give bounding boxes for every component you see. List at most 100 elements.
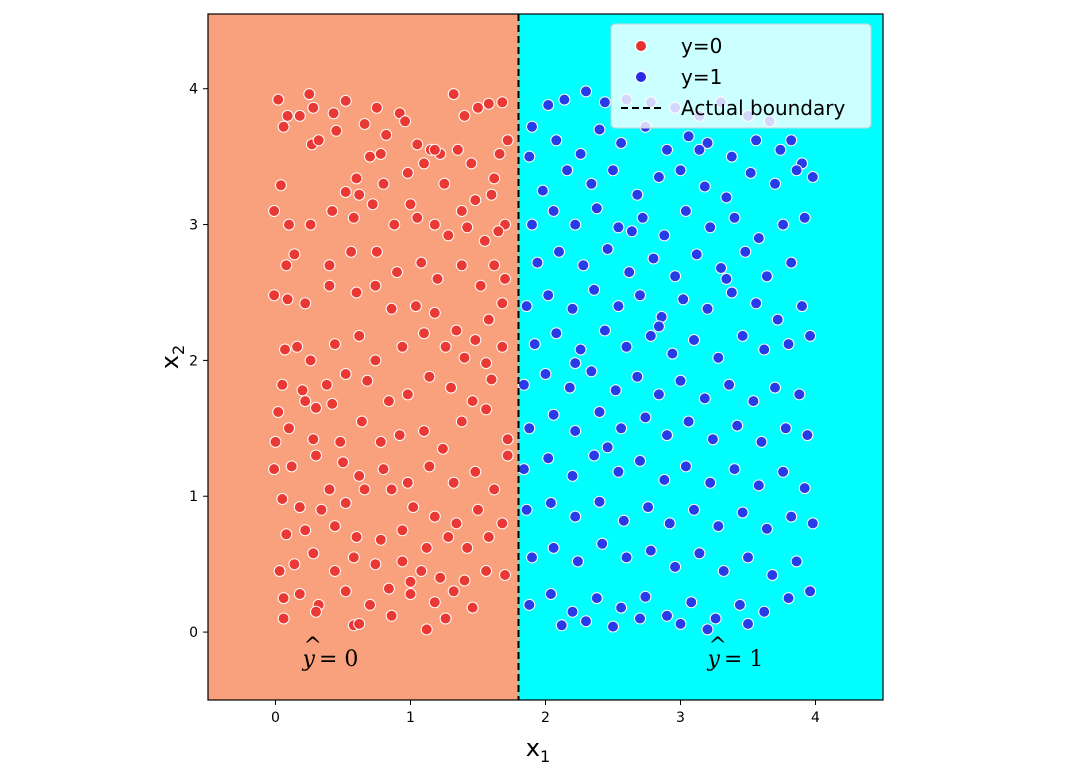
point-y0-25 [364,150,376,163]
point-y0-100 [382,395,395,408]
point-y0-20 [277,120,290,133]
point-y0-114 [374,435,387,448]
point-y0-65 [431,272,444,285]
point-y1-134 [642,501,655,514]
region-label-hat-0: ^ [304,634,322,659]
point-y0-111 [307,433,320,446]
point-y1-124 [704,476,717,489]
point-y1-61 [739,245,752,258]
legend-label-y0: y=0 [681,34,722,58]
point-y1-116 [517,463,530,476]
point-y0-52 [411,211,424,224]
point-y0-104 [466,395,479,408]
point-y1-41 [569,218,582,231]
point-y1-82 [644,329,657,342]
point-y0-38 [377,177,390,190]
point-y0-8 [370,101,383,114]
point-y1-113 [755,435,768,448]
point-y0-95 [276,378,289,391]
point-y1-178 [693,143,706,156]
point-y0-143 [496,517,509,530]
legend-marker-y1 [635,71,647,83]
point-y0-3 [303,88,316,101]
point-y0-42 [469,194,482,207]
point-y1-112 [731,419,744,432]
point-y1-51 [798,211,811,224]
point-y1-54 [577,259,590,272]
point-y1-175 [625,225,638,238]
point-y1-39 [526,218,538,231]
point-y1-59 [690,248,703,261]
point-y1-68 [612,300,625,313]
point-y1-87 [758,343,771,356]
point-y1-69 [634,289,646,302]
point-y0-55 [461,221,474,234]
point-y0-97 [320,378,333,391]
point-y1-128 [798,482,811,495]
point-y0-70 [268,289,281,302]
point-y1-161 [685,596,698,609]
x-tick-label: 3 [676,710,685,726]
point-y0-74 [350,286,363,299]
point-y0-167 [293,588,306,600]
point-y0-75 [369,279,382,292]
point-y0-57 [492,225,505,238]
point-y0-147 [350,531,363,543]
point-y0-88 [369,354,382,367]
point-y0-36 [339,186,352,198]
point-y0-58 [280,259,293,272]
point-y1-135 [663,517,676,530]
point-y0-177 [310,605,322,618]
point-y1-52 [531,256,544,269]
point-y0-84 [291,340,304,353]
point-y0-148 [374,533,387,546]
point-y0-120 [501,433,514,446]
point-y0-153 [482,531,495,543]
point-y1-28 [585,177,598,190]
point-y0-24 [350,172,363,185]
y-tick-label: 4 [189,82,198,98]
point-y0-92 [458,351,471,364]
point-y0-83 [279,343,291,356]
point-y0-46 [283,218,295,231]
point-y1-22 [725,150,738,163]
point-y0-176 [277,612,290,625]
point-y0-39 [404,198,417,211]
point-y0-2 [293,109,306,122]
point-y0-163 [458,574,471,587]
point-y0-134 [293,501,306,514]
point-y0-185 [501,449,514,462]
point-y1-170 [634,612,646,625]
point-y1-30 [631,188,644,201]
point-y0-51 [388,218,401,231]
point-y1-34 [720,191,733,204]
point-y1-150 [717,565,730,577]
point-y1-90 [517,378,530,391]
point-y0-67 [474,279,487,292]
point-y0-141 [450,517,463,530]
legend-marker-y0 [635,40,647,52]
region-label-hat-1: ^ [709,634,727,659]
point-y0-122 [285,460,298,473]
point-y0-112 [334,435,347,448]
point-y0-174 [447,585,460,598]
point-y1-126 [752,479,765,492]
point-y1-172 [701,623,714,636]
x-tick-label: 1 [406,710,415,726]
point-y0-53 [428,218,441,231]
point-y1-138 [736,506,749,519]
point-y0-35 [274,179,287,192]
x-tick-label: 4 [811,710,820,726]
legend: y=0 y=1 Actual boundary [610,23,872,129]
point-y0-151 [442,531,455,543]
point-y1-173 [742,617,754,630]
x-axis-ticks: 0 1 2 3 4 [271,700,820,726]
point-y1-76 [796,300,808,313]
point-y1-152 [766,569,779,581]
point-y1-64 [520,300,533,313]
point-y0-133 [276,493,289,505]
point-y1-167 [555,619,568,632]
point-y0-152 [461,541,474,554]
point-y1-55 [601,243,614,255]
point-y0-28 [418,157,430,170]
